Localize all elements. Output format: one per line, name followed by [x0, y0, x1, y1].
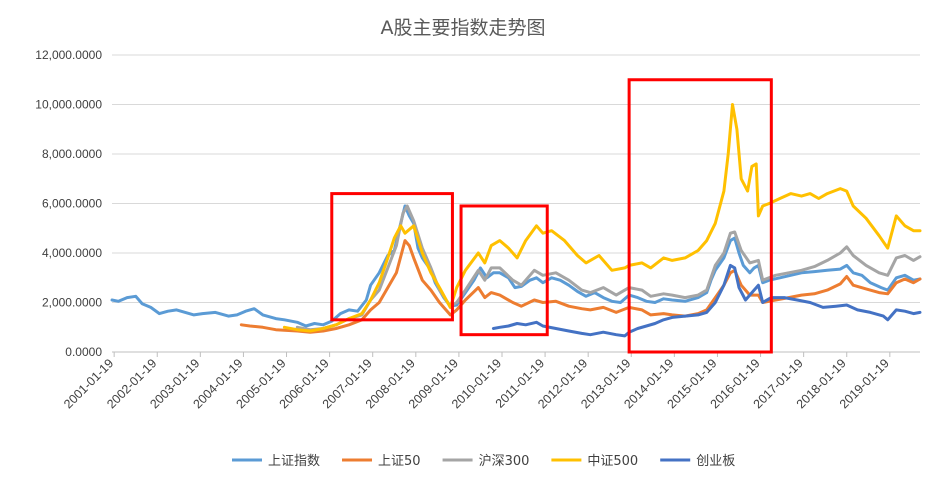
chart-title: A股主要指数走势图: [381, 17, 546, 39]
highlight-box: [627, 78, 773, 354]
legend: 上证指数 上证50 沪深300 中证500 创业板: [232, 453, 735, 469]
legend-label: 中证500: [587, 454, 638, 469]
y-tick-label: 8,000.0000: [42, 147, 102, 161]
legend-label: 上证50: [378, 454, 421, 469]
legend-label: 沪深300: [479, 453, 530, 469]
highlight-box: [459, 204, 549, 337]
x-axis: 2001-01-192002-01-192003-01-192004-01-19…: [61, 351, 920, 411]
y-tick-label: 2,000.0000: [42, 296, 102, 310]
series-line: [491, 263, 922, 338]
y-tick-label: 12,000.0000: [35, 48, 102, 62]
y-tick-label: 10,000.0000: [35, 98, 102, 112]
series-line: [295, 204, 922, 332]
highlight-boxes: [330, 78, 773, 354]
gridlines: [112, 54, 920, 303]
highlight-box: [330, 192, 454, 322]
series-line: [239, 239, 922, 334]
y-tick-label: 0.0000: [65, 345, 102, 359]
y-tick-label: 4,000.0000: [42, 246, 102, 260]
legend-label: 创业板: [696, 454, 735, 469]
legend-label: 上证指数: [268, 454, 320, 469]
series-lines: [110, 103, 922, 338]
series-line: [110, 204, 922, 328]
series-line: [282, 103, 922, 333]
y-tick-label: 6,000.0000: [42, 197, 102, 211]
y-axis: 0.0000 2,000.0000 4,000.0000 6,000.0000 8,00…: [35, 48, 102, 359]
